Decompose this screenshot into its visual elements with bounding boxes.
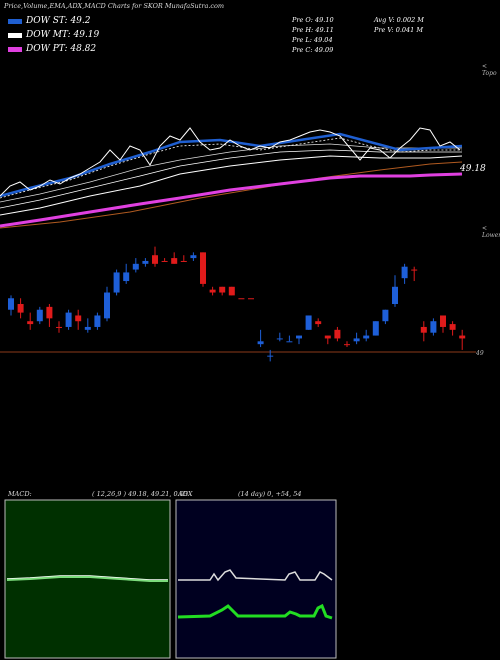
- candle-body: [372, 321, 379, 336]
- candle-body: [94, 315, 101, 327]
- candle-body: [228, 286, 235, 296]
- candle-body: [334, 329, 341, 339]
- candle-body: [286, 341, 293, 343]
- candle-body: [84, 326, 91, 330]
- pre-volume: Pre V: 0.041 M: [374, 26, 424, 34]
- candle-body: [238, 298, 245, 300]
- ema-lines: [0, 127, 463, 229]
- candle-body: [459, 335, 466, 339]
- legend-dow-st: DOW ST: 49.2: [8, 16, 91, 26]
- macd-values: ( 12,26,9 ) 49.18, 49.21, 0.03: [92, 490, 189, 498]
- macd-label: MACD:: [8, 490, 32, 498]
- candle-body: [420, 326, 427, 333]
- candle-body: [411, 269, 418, 271]
- price-line: [0, 127, 461, 197]
- low-marker: 49: [476, 350, 484, 357]
- ohlc-low: Pre L: 49.04: [292, 36, 333, 44]
- candle-body: [46, 306, 53, 319]
- candle-body: [113, 272, 120, 293]
- adx-label: ADX: [178, 490, 193, 498]
- ema-pt-band: [0, 172, 463, 228]
- legend-label-pt: DOW PT: 48.82: [26, 44, 97, 54]
- candle-body: [56, 326, 62, 328]
- candles: [8, 246, 466, 362]
- candle-body: [430, 321, 437, 333]
- legend-label-st: DOW ST: 49.2: [26, 16, 91, 26]
- candle-body: [65, 312, 72, 327]
- candle-body: [180, 260, 187, 262]
- candle-body: [200, 252, 206, 284]
- candle-body: [219, 286, 226, 293]
- candle-body: [132, 263, 139, 270]
- candle-body: [104, 292, 110, 319]
- candle-body: [17, 304, 24, 313]
- chart-title: Price,Volume,EMA,ADX,MACD Charts for SKO…: [4, 2, 225, 10]
- legend-swatch-st: [8, 18, 22, 24]
- candle-body: [440, 315, 446, 327]
- legend-swatch-mt: [8, 32, 22, 38]
- ema-mt-line: [0, 155, 463, 216]
- candle-body: [190, 255, 197, 259]
- candle-body: [36, 309, 43, 322]
- ema-st-dotted: [0, 137, 462, 199]
- ohlc-close: Pre C: 49.09: [292, 46, 334, 54]
- avg-volume: Avg V: 0.002 M: [374, 16, 424, 24]
- candle-body: [257, 341, 264, 345]
- candle-body: [449, 324, 456, 330]
- candle-body: [152, 255, 158, 264]
- candle-body: [401, 266, 408, 279]
- legend-swatch-pt: [8, 46, 22, 52]
- macd-line: [6, 576, 168, 582]
- candle-body: [27, 321, 34, 325]
- candle-body: [363, 335, 370, 339]
- candle-body: [382, 309, 389, 322]
- lower-label: < Lower: [482, 225, 500, 239]
- legend-dow-pt: DOW PT: 48.82: [8, 44, 96, 54]
- adx-trend-line: [177, 603, 333, 620]
- candle-body: [353, 338, 360, 342]
- candle-body: [315, 321, 322, 325]
- adx-values: (14 day) 0, +54, 54: [238, 490, 302, 498]
- candle-body: [392, 286, 398, 304]
- candle-body: [296, 335, 302, 339]
- candle-body: [75, 315, 82, 322]
- candle-body: [324, 335, 331, 339]
- adx-di-line: [178, 569, 333, 582]
- topo-label: < Topo: [482, 63, 497, 77]
- candle-body: [8, 298, 14, 310]
- legend-label-mt: DOW MT: 49.19: [26, 30, 100, 40]
- candle-body: [209, 289, 216, 293]
- candle-body: [161, 260, 168, 262]
- ema-long-line: [0, 161, 463, 229]
- ohlc-high: Pre H: 49.11: [292, 26, 334, 34]
- candle-body: [344, 344, 350, 346]
- price-marker: 49.18: [460, 164, 486, 174]
- candle-body: [123, 272, 130, 282]
- candle-body: [267, 355, 274, 357]
- candle-body: [305, 315, 312, 330]
- candle-body: [142, 260, 149, 264]
- ohlc-open: Pre O: 49.10: [292, 16, 334, 24]
- candle-body: [248, 298, 254, 300]
- legend-dow-mt: DOW MT: 49.19: [8, 30, 99, 40]
- candle-body: [276, 338, 283, 340]
- candle-body: [171, 258, 178, 264]
